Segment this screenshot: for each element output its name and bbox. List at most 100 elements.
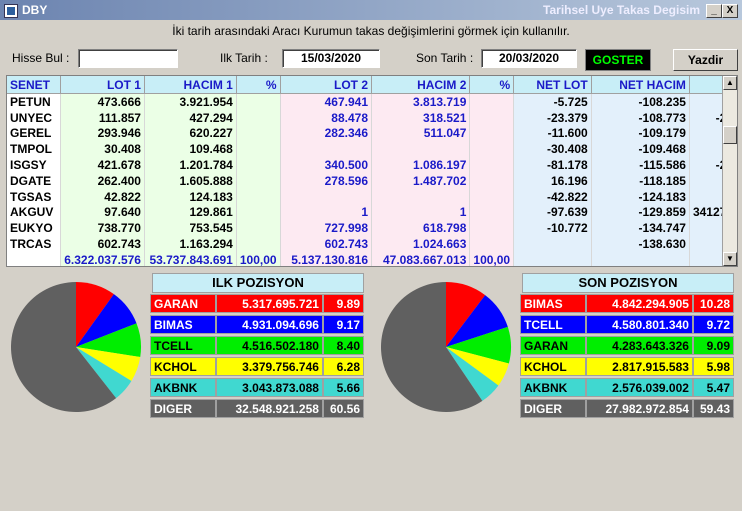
table-cell — [280, 188, 373, 205]
table-cell — [469, 172, 515, 189]
table-cell — [280, 141, 373, 158]
table-cell: 1 — [280, 204, 373, 221]
column-header[interactable]: HACIM 1 — [144, 76, 237, 94]
info-text: İki tarih arasındaki Aracı Kurumun takas… — [172, 24, 570, 38]
column-header[interactable]: NET LOT — [513, 76, 592, 94]
position-pct: 60.56 — [322, 399, 364, 418]
table-cell: 1.163.294 — [144, 236, 237, 252]
table-cell: 427.294 — [144, 109, 237, 126]
position-pct: 9.17 — [322, 315, 364, 334]
pie-slice-garan — [76, 282, 114, 347]
table-cell — [469, 188, 515, 205]
table-cell: TRCAS — [7, 236, 62, 252]
position-value: 4.842.294.905 — [585, 294, 693, 313]
table-row[interactable]: DGATE 262.400 1.605.888 278.596 1.487.702 16.… — [7, 172, 737, 189]
position-pct: 8.40 — [322, 336, 364, 355]
table-cell: 30.408 — [60, 141, 145, 158]
table-cell — [469, 125, 515, 142]
position-value: 5.317.695.721 — [215, 294, 323, 313]
position-pct: 10.28 — [692, 294, 734, 313]
ilk-pozisyon-pie-chart — [10, 282, 141, 412]
position-row: AKBNK 3.043.873.088 5.66 — [150, 378, 364, 397]
hisse-bul-label: Hisse Bul : — [12, 51, 70, 65]
table-cell: -115.586 — [591, 157, 690, 173]
table-cell — [469, 220, 515, 237]
total-cell: 47.083.667.013 — [371, 251, 471, 266]
table-cell — [469, 157, 515, 173]
total-cell — [591, 251, 690, 266]
position-name: BIMAS — [150, 315, 216, 334]
position-row: GARAN 5.317.695.721 9.89 — [150, 294, 364, 313]
position-name: BIMAS — [520, 294, 586, 313]
ilk-tarih-input[interactable]: 15/03/2020 — [282, 49, 380, 68]
position-row: KCHOL 2.817.915.583 5.98 — [520, 357, 734, 376]
table-cell — [469, 109, 515, 126]
scroll-up-icon[interactable]: ▲ — [723, 76, 737, 90]
table-row[interactable]: TMPOL 30.408 109.468 -30.408 -109.468 — [7, 141, 737, 158]
position-value: 32.548.921.258 — [215, 399, 323, 418]
table-cell: -109.179 — [591, 125, 690, 142]
column-header[interactable]: % — [236, 76, 281, 94]
table-cell: 473.666 — [60, 93, 145, 110]
column-header[interactable]: LOT 1 — [60, 76, 145, 94]
position-name: KCHOL — [150, 357, 216, 376]
yazdir-button[interactable]: Yazdir — [673, 49, 738, 71]
minimize-button[interactable]: _ — [706, 4, 722, 18]
hisse-bul-input[interactable] — [78, 49, 178, 68]
grid-vertical-scrollbar[interactable]: ▲ ▼ — [722, 76, 737, 266]
position-row: DIGER 32.548.921.258 60.56 — [150, 399, 364, 418]
table-cell: 602.743 — [60, 236, 145, 252]
total-cell — [513, 251, 592, 266]
position-pct: 6.28 — [322, 357, 364, 376]
scroll-thumb[interactable] — [723, 126, 737, 144]
table-cell: DGATE — [7, 172, 62, 189]
app-logo-icon — [4, 4, 18, 18]
table-cell: -23.379 — [513, 109, 592, 126]
close-button[interactable]: X — [722, 4, 738, 18]
son-pozisyon-table: BIMAS 4.842.294.905 10.28 TCELL 4.580.801.34… — [520, 292, 734, 420]
table-row[interactable]: GEREL 293.946 620.227 282.346 511.047 -11.600… — [7, 125, 737, 142]
table-cell: 1 — [371, 204, 471, 221]
ilk-pozisyon-table: GARAN 5.317.695.721 9.89 BIMAS 4.931.094.696… — [150, 292, 364, 420]
position-pct: 9.09 — [692, 336, 734, 355]
table-row[interactable]: EUKYO 738.770 753.545 727.998 618.798 -10.772… — [7, 220, 737, 237]
table-cell: 753.545 — [144, 220, 237, 237]
pie-slice-akbnk — [76, 347, 132, 399]
table-row[interactable]: PETUN 473.666 3.921.954 467.941 3.813.719 -5.… — [7, 93, 737, 110]
table-cell — [513, 236, 592, 252]
table-cell — [469, 204, 515, 221]
table-cell: 421.678 — [60, 157, 145, 173]
position-row: TCELL 4.516.502.180 8.40 — [150, 336, 364, 355]
son-tarih-input[interactable]: 20/03/2020 — [481, 49, 577, 68]
son-pozisyon-title: SON POZISYON — [522, 273, 734, 293]
table-cell — [236, 204, 281, 221]
position-value: 4.931.094.696 — [215, 315, 323, 334]
table-row[interactable]: ISGSY 421.678 1.201.784 340.500 1.086.197 -81… — [7, 157, 737, 173]
table-row[interactable]: AKGUV 97.640 129.861 1 1 -97.639 -129.859 34127… — [7, 204, 737, 221]
column-header[interactable]: HACIM 2 — [371, 76, 471, 94]
column-header[interactable]: NET HACIM — [591, 76, 690, 94]
ilk-tarih-label: Ilk Tarih : — [220, 51, 268, 65]
table-cell: -81.178 — [513, 157, 592, 173]
position-value: 3.379.756.746 — [215, 357, 323, 376]
table-row[interactable]: UNYEC 111.857 427.294 88.478 318.521 -23.379-… — [7, 109, 737, 126]
table-cell: -109.468 — [591, 141, 690, 158]
takas-grid[interactable]: SENET LOT 1 HACIM 1% LOT 2 HACIM 2% NET LOT NE… — [6, 75, 738, 267]
table-row[interactable]: TRCAS 602.743 1.163.294 602.743 1.024.663 -13… — [7, 236, 737, 252]
table-cell: -108.235 — [591, 93, 690, 110]
table-cell: -97.639 — [513, 204, 592, 221]
table-cell — [236, 109, 281, 126]
table-cell: TMPOL — [7, 141, 62, 158]
column-header[interactable]: LOT 2 — [280, 76, 373, 94]
column-header[interactable]: SENET — [7, 76, 62, 94]
table-row[interactable]: TGSAS 42.822 124.183 -42.822 -124.183 — [7, 188, 737, 205]
table-cell: 97.640 — [60, 204, 145, 221]
scroll-down-icon[interactable]: ▼ — [723, 252, 737, 266]
goster-button[interactable]: GOSTER — [585, 49, 651, 71]
takas-table: SENET LOT 1 HACIM 1% LOT 2 HACIM 2% NET LOT NE… — [7, 76, 737, 266]
column-header[interactable]: % — [469, 76, 515, 94]
pie-slice-garan — [446, 326, 511, 364]
position-value: 27.982.972.854 — [585, 399, 693, 418]
table-cell — [236, 172, 281, 189]
table-cell: 1.086.197 — [371, 157, 471, 173]
